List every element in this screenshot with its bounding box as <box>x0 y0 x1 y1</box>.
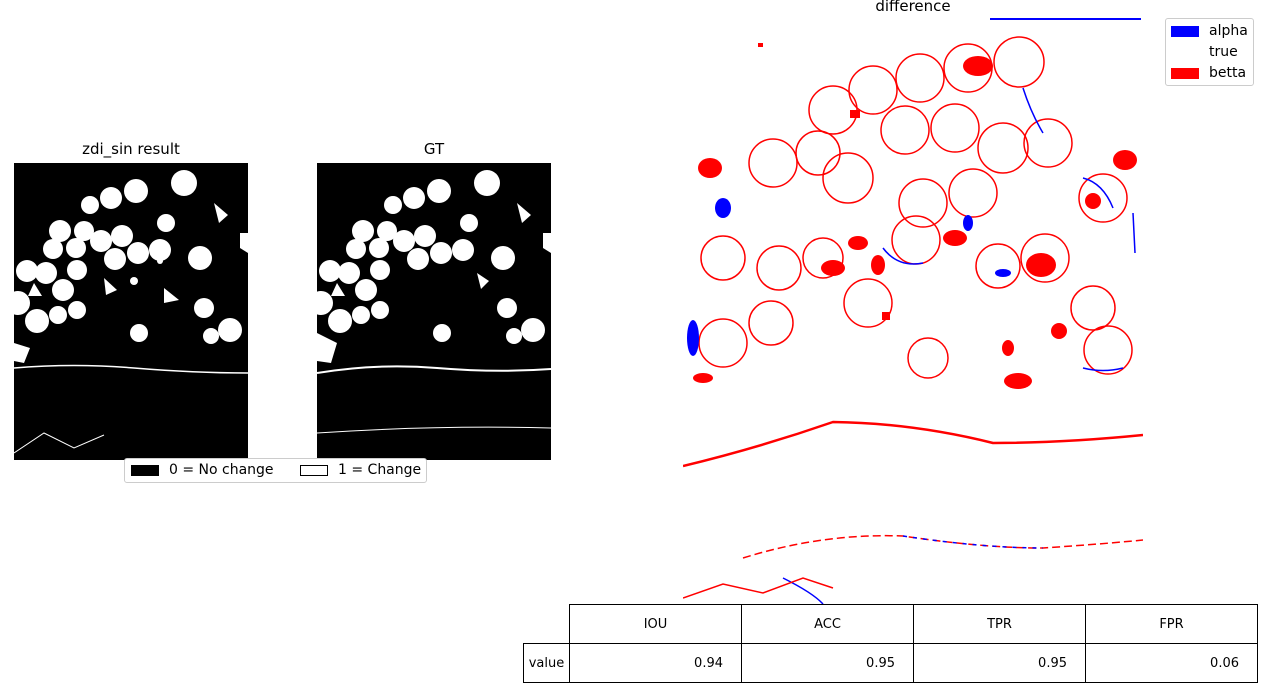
metrics-header-iou: IOU <box>569 604 742 644</box>
legend-label-true: true <box>1209 44 1238 60</box>
difference-alpha-blobs <box>687 198 1011 356</box>
metrics-header-row: IOU ACC TPR FPR <box>524 604 1258 644</box>
metrics-header-tpr: TPR <box>913 604 1086 644</box>
metrics-value-acc: 0.95 <box>741 643 914 683</box>
result-title: zdi_sin result <box>82 140 180 158</box>
legend-entry-no-change: 0 = No change <box>131 462 274 478</box>
legend-label-betta: betta <box>1209 65 1247 81</box>
difference-title: difference <box>875 0 951 15</box>
metrics-value-tpr: 0.95 <box>913 643 1086 683</box>
difference-image <box>683 18 1143 604</box>
legend-swatch-white-true <box>1171 46 1199 58</box>
legend-swatch-white <box>300 464 328 476</box>
legend-swatch-black <box>131 464 159 476</box>
legend-entry-alpha: alpha <box>1171 23 1248 39</box>
gt-title: GT <box>423 140 445 158</box>
result-change-blobs <box>14 170 248 363</box>
difference-alpha-outlines <box>782 87 1136 604</box>
metrics-header-fpr: FPR <box>1085 604 1258 644</box>
legend-entry-true: true <box>1171 44 1238 60</box>
gt-change-blobs <box>317 170 551 363</box>
metrics-value-row: value 0.94 0.95 0.95 0.06 <box>523 643 1258 683</box>
metrics-value-fpr: 0.06 <box>1085 643 1258 683</box>
metrics-row-label: value <box>523 643 570 683</box>
metrics-value-iou: 0.94 <box>569 643 742 683</box>
legend-entry-betta: betta <box>1171 65 1246 81</box>
result-image <box>14 163 248 460</box>
legend-label-change: 1 = Change <box>338 462 422 478</box>
metrics-table: IOU ACC TPR FPR value 0.94 0.95 0.95 0.0… <box>523 604 1258 683</box>
gt-image-svg <box>317 170 551 434</box>
result-image-svg <box>14 170 248 454</box>
legend-entry-change: 1 = Change <box>300 462 421 478</box>
legend-swatch-red <box>1171 67 1199 79</box>
legend-swatch-blue <box>1171 25 1199 37</box>
legend-label-alpha: alpha <box>1209 23 1248 39</box>
difference-legend: alpha true betta <box>1165 18 1254 86</box>
binary-legend: 0 = No change 1 = Change <box>124 458 427 483</box>
difference-betta-blobs <box>693 43 1137 389</box>
metrics-header-acc: ACC <box>741 604 914 644</box>
metrics-corner <box>524 605 570 644</box>
gt-image <box>317 163 551 460</box>
legend-label-no-change: 0 = No change <box>169 462 274 478</box>
difference-image-svg <box>683 18 1143 604</box>
difference-betta-outlines <box>698 36 1133 379</box>
